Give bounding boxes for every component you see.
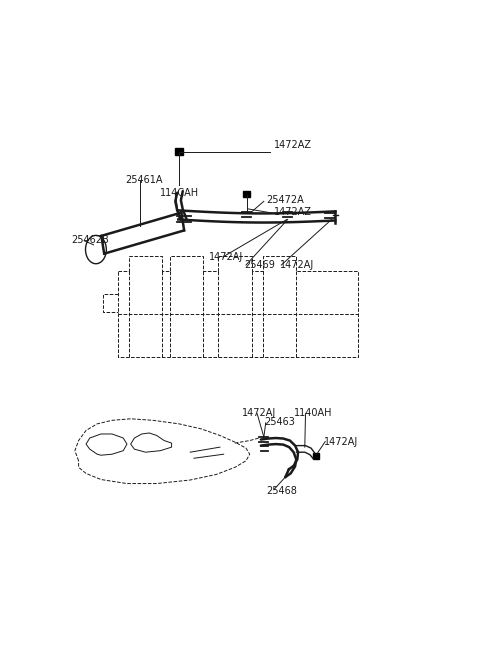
Text: 1140AH: 1140AH <box>294 408 333 418</box>
Text: 114CAH: 114CAH <box>160 188 200 198</box>
Text: 25469: 25469 <box>244 260 275 270</box>
FancyBboxPatch shape <box>175 148 183 155</box>
Text: 25463: 25463 <box>264 417 295 427</box>
FancyBboxPatch shape <box>243 191 251 197</box>
Text: 25472A: 25472A <box>266 195 304 205</box>
Text: 1472AZ: 1472AZ <box>274 207 312 217</box>
Text: 25468: 25468 <box>266 486 297 496</box>
FancyBboxPatch shape <box>313 453 319 459</box>
Text: 1472AJ: 1472AJ <box>279 260 314 270</box>
Text: 25461A: 25461A <box>125 175 163 185</box>
Text: 1472AZ: 1472AZ <box>274 139 312 150</box>
Text: 1472AJ: 1472AJ <box>242 408 276 418</box>
Text: 1472AJ: 1472AJ <box>209 252 243 262</box>
Text: 25462B: 25462B <box>71 235 109 244</box>
Text: 1472AJ: 1472AJ <box>324 436 359 447</box>
